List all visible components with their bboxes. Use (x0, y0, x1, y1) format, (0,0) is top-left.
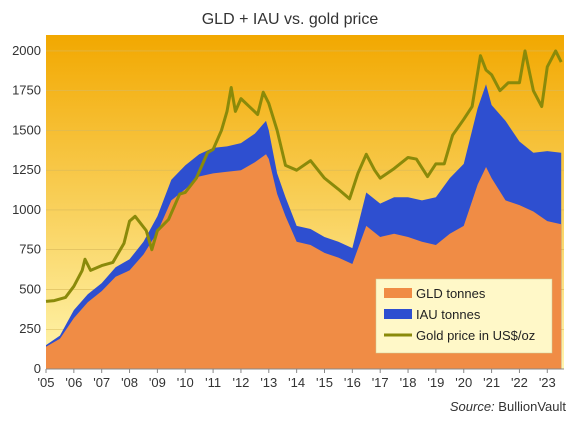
chart-title: GLD + IAU vs. gold price (202, 11, 379, 28)
legend-swatch-gld (384, 288, 412, 298)
x-tick-label: '19 (427, 375, 444, 390)
source-label: Source: (450, 399, 495, 414)
x-tick-label: '14 (288, 375, 305, 390)
x-tick-label: '20 (455, 375, 472, 390)
x-tick-label: '06 (65, 375, 82, 390)
x-tick-label: '12 (232, 375, 249, 390)
x-tick-label: '11 (205, 375, 221, 390)
source-credit: Source: BullionVault (450, 399, 567, 414)
y-tick-label: 1500 (12, 122, 41, 137)
x-axis-ticks: '05 '06 '07 '08 '09 '10 '11 '12 '13 '14 '15 '16 '17 '… (38, 369, 556, 390)
x-tick-label: '05 (38, 375, 55, 390)
y-tick-label: 0 (34, 361, 41, 376)
x-tick-label: '22 (511, 375, 528, 390)
legend-swatch-iau (384, 309, 412, 319)
legend-label-iau: IAU tonnes (416, 307, 481, 322)
y-tick-label: 2000 (12, 43, 41, 58)
y-tick-label: 500 (19, 281, 41, 296)
x-tick-label: '13 (260, 375, 277, 390)
source-name: BullionVault (498, 399, 566, 414)
x-tick-label: '09 (149, 375, 166, 390)
y-tick-label: 1750 (12, 83, 41, 98)
y-tick-label: 750 (19, 242, 41, 257)
x-tick-label: '07 (93, 375, 110, 390)
legend: GLD tonnes IAU tonnes Gold price in US$/… (375, 278, 553, 354)
x-tick-label: '16 (344, 375, 361, 390)
x-tick-label: '23 (539, 375, 556, 390)
y-tick-label: 250 (19, 321, 41, 336)
gold-price-line (45, 49, 563, 303)
y-axis-ticks: 0 250 500 750 1000 1250 1500 1750 2000 (12, 43, 41, 376)
y-tick-label: 1000 (12, 202, 41, 217)
legend-label-gld: GLD tonnes (416, 286, 486, 301)
x-tick-label: '08 (121, 375, 138, 390)
x-tick-label: '18 (400, 375, 417, 390)
x-tick-label: '10 (177, 375, 194, 390)
y-tick-label: 1250 (12, 162, 41, 177)
x-tick-label: '17 (372, 375, 389, 390)
legend-label-gold-price: Gold price in US$/oz (416, 328, 535, 343)
x-tick-label: '21 (483, 375, 500, 390)
x-tick-label: '15 (316, 375, 333, 390)
